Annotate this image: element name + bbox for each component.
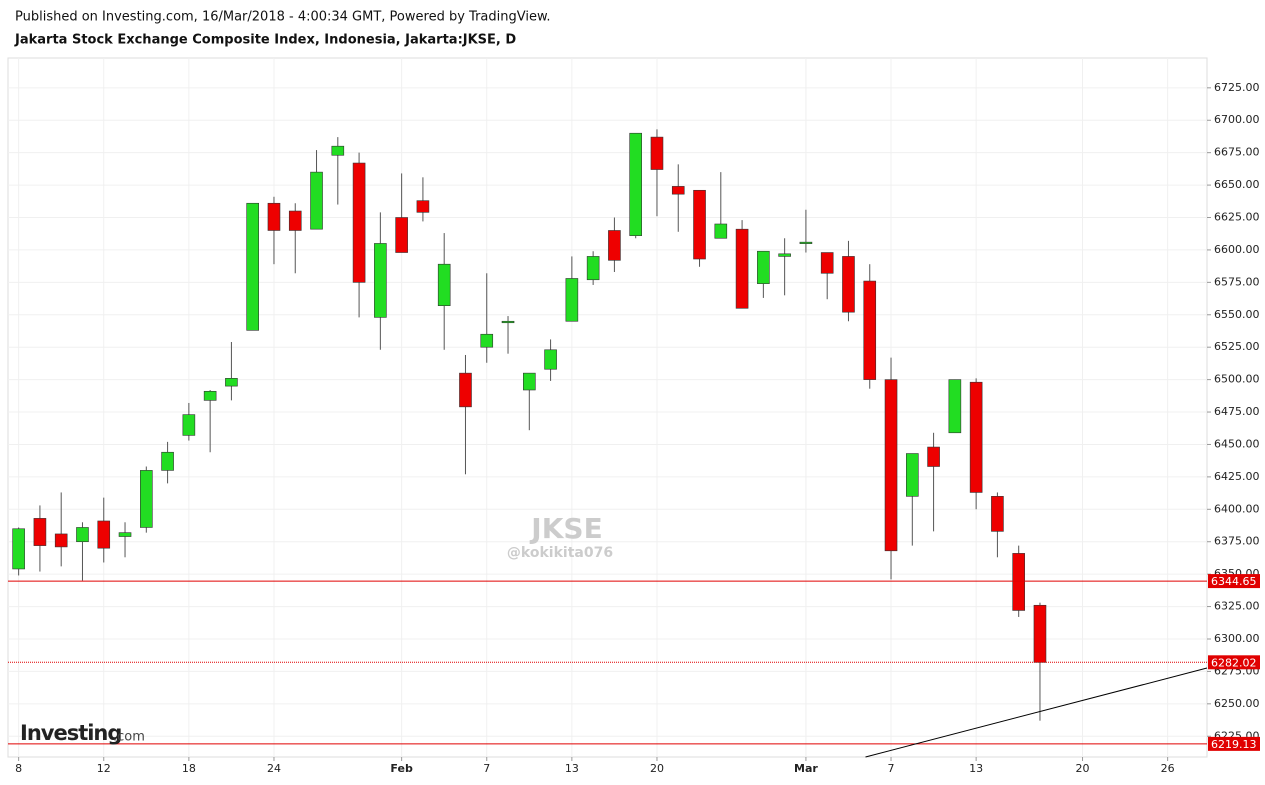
candle-body — [501, 320, 515, 324]
y-tick-label: 6525.00 — [1214, 340, 1260, 353]
candle-body — [459, 372, 472, 408]
y-tick-label: 6400.00 — [1214, 502, 1260, 515]
x-tick-label: 26 — [1161, 762, 1175, 775]
x-tick-label: 20 — [1076, 762, 1090, 775]
chart-title: Jakarta Stock Exchange Composite Index, … — [14, 33, 516, 48]
candle-body — [991, 496, 1004, 532]
y-tick-label: 6675.00 — [1214, 146, 1260, 159]
level-label: 6219.13 — [1211, 738, 1257, 751]
candle-body — [374, 243, 387, 318]
candle-body — [714, 223, 728, 239]
candle-body — [906, 453, 919, 497]
level-label: 6344.65 — [1211, 575, 1257, 588]
candle-body — [757, 250, 770, 284]
candle-body — [629, 132, 642, 236]
x-tick-label: 7 — [483, 762, 490, 775]
candle-body — [267, 202, 281, 231]
y-tick-label: 6425.00 — [1214, 470, 1260, 483]
candle-body — [948, 379, 962, 434]
watermark: JKSE — [529, 512, 602, 545]
candle-body — [97, 520, 111, 549]
candle-body — [1033, 604, 1047, 663]
y-tick-label: 6300.00 — [1214, 632, 1260, 645]
candle-body — [735, 228, 749, 309]
y-tick-label: 6325.00 — [1214, 600, 1260, 613]
candle-body — [246, 202, 259, 331]
candle-body — [650, 136, 664, 170]
candle-body — [140, 470, 153, 528]
candle-body — [395, 217, 408, 253]
candle-body — [12, 528, 25, 570]
candle-body — [161, 451, 174, 471]
y-tick-label: 6500.00 — [1214, 373, 1260, 386]
level-tag — [1208, 736, 1260, 751]
candle-body — [437, 263, 451, 306]
x-tick-label: Feb — [390, 762, 413, 775]
x-tick-label: Mar — [794, 762, 818, 775]
candle-body — [586, 256, 600, 281]
candle-body — [416, 200, 430, 213]
candle-body — [54, 533, 68, 548]
candle-body — [33, 518, 47, 546]
candle-body — [1012, 553, 1025, 611]
candle-body — [225, 378, 238, 387]
level-label: 6282.02 — [1211, 656, 1257, 669]
candle-body — [118, 532, 132, 537]
candle-body — [331, 145, 345, 156]
y-tick-label: 6575.00 — [1214, 275, 1260, 288]
watermark-sub: @kokikita076 — [507, 545, 613, 561]
candle-body — [310, 171, 323, 230]
candle-body — [523, 372, 536, 391]
candle-body — [969, 381, 983, 493]
candle-body — [799, 241, 813, 244]
candle-body — [565, 278, 579, 322]
candle-body — [778, 253, 791, 257]
y-tick-label: 6600.00 — [1214, 243, 1260, 256]
level-tag — [1208, 655, 1260, 670]
y-tick-label: 6250.00 — [1214, 697, 1260, 710]
candle-body — [863, 280, 877, 380]
candle-body — [352, 162, 366, 283]
candle-body — [693, 189, 706, 260]
y-tick-label: 6375.00 — [1214, 535, 1260, 548]
y-tick-label: 6550.00 — [1214, 308, 1260, 321]
candle-body — [927, 446, 940, 467]
candle-body — [544, 349, 557, 370]
y-tick-label: 6625.00 — [1214, 211, 1260, 224]
x-tick-label: 20 — [650, 762, 664, 775]
x-tick-label: 13 — [565, 762, 579, 775]
x-tick-label: 13 — [969, 762, 983, 775]
candle-body — [608, 230, 621, 261]
trend-line — [865, 667, 1208, 758]
candle-body — [203, 390, 217, 401]
candle-body — [182, 414, 196, 436]
candle-body — [884, 379, 898, 552]
logo: Investing — [20, 721, 121, 745]
level-tag — [1208, 574, 1260, 589]
candle-body — [480, 333, 494, 348]
x-tick-label: 7 — [888, 762, 895, 775]
y-tick-label: 6450.00 — [1214, 437, 1260, 450]
plot-frame — [7, 57, 1208, 758]
candle-body — [288, 210, 302, 231]
y-tick-label: 6725.00 — [1214, 81, 1260, 94]
published-note: Published on Investing.com, 16/Mar/2018 … — [15, 10, 551, 25]
logo-suffix: .com — [113, 730, 145, 745]
x-tick-label: 12 — [97, 762, 111, 775]
candle-body — [820, 252, 834, 274]
x-tick-label: 8 — [15, 762, 22, 775]
candle-body — [671, 186, 685, 195]
y-tick-label: 6700.00 — [1214, 113, 1260, 126]
candle-body — [76, 527, 89, 543]
candle-body — [842, 256, 855, 313]
y-tick-label: 6475.00 — [1214, 405, 1260, 418]
y-tick-label: 6650.00 — [1214, 178, 1260, 191]
x-tick-label: 24 — [267, 762, 281, 775]
x-tick-label: 18 — [182, 762, 196, 775]
